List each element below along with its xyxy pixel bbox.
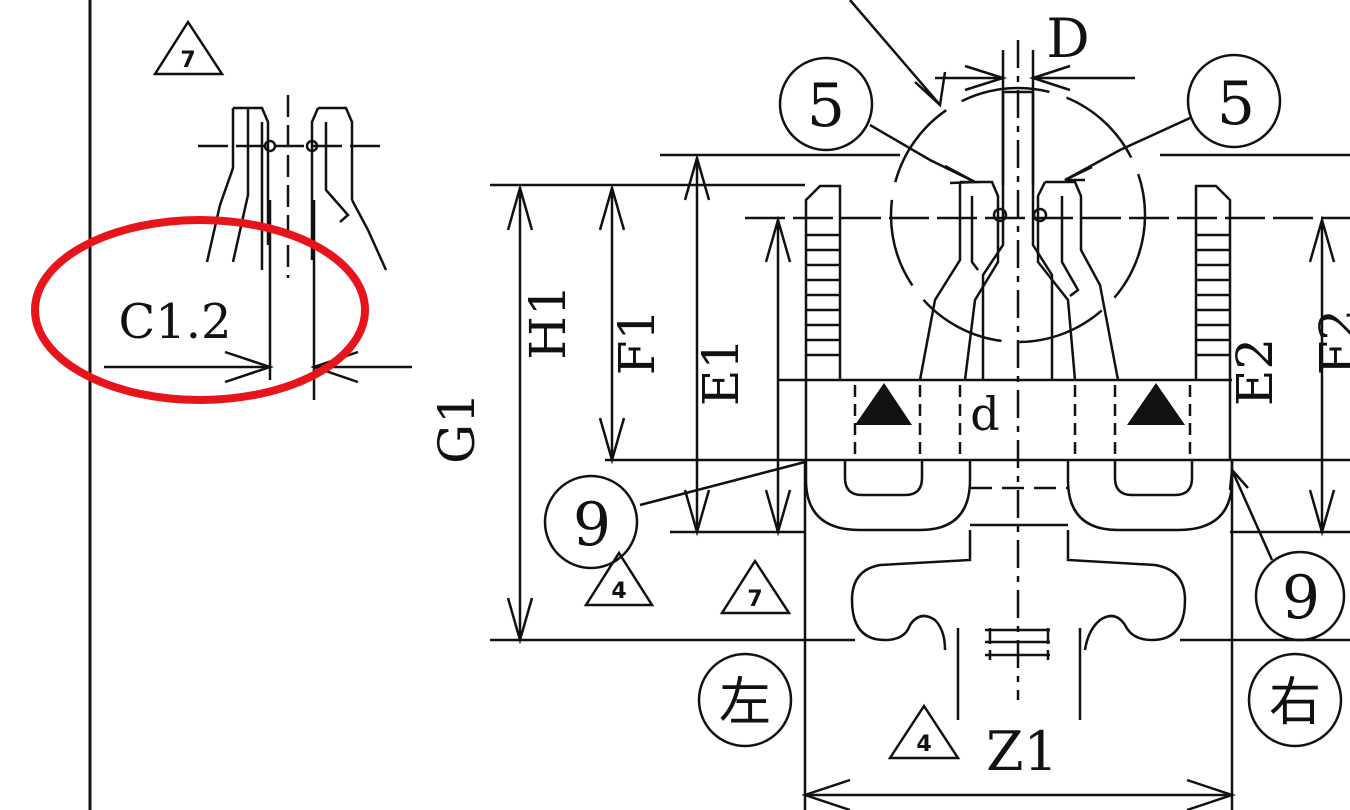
balloon-9-left (543, 474, 639, 570)
revision-triangle-7-b (719, 558, 792, 615)
filled-triangle-right (1127, 383, 1185, 425)
balloon-5-left-text: 5 (807, 71, 845, 141)
side-marker-right-circle (1247, 652, 1343, 748)
balloon-5-left (778, 56, 874, 152)
revision-number-4-a: 4 (611, 579, 626, 604)
dim-label-F1: F1 (608, 309, 666, 376)
dim-label-F2: F2 (1309, 309, 1350, 376)
hatch-left (806, 233, 840, 357)
revision-number-7: 7 (180, 48, 195, 73)
dim-label-C12: C1.2 (118, 294, 231, 350)
side-marker-left: 左 (719, 673, 771, 733)
hatch-right (1196, 233, 1230, 357)
revision-number-4-b: 4 (916, 732, 931, 757)
dim-label-d: d (970, 387, 999, 441)
revision-triangle-4-b (887, 703, 961, 760)
dim-label-D: D (1046, 7, 1089, 70)
side-marker-left-circle (697, 652, 793, 748)
dim-label-Z1: Z1 (986, 720, 1058, 783)
revision-triangle-4-a (583, 550, 655, 607)
dim-label-E2: E2 (1226, 338, 1284, 406)
side-marker-right: 右 (1269, 673, 1321, 733)
filled-triangle-left (855, 383, 912, 425)
balloon-9-right (1254, 550, 1346, 642)
balloon-9-left-text: 9 (573, 490, 611, 560)
dim-label-H1: H1 (519, 284, 577, 359)
dim-label-E1: E1 (692, 338, 750, 406)
main-view (490, 0, 1350, 810)
balloon-5-right (1186, 53, 1282, 149)
highlight-ellipse (31, 216, 369, 404)
balloon-5-right-text: 5 (1217, 69, 1255, 139)
balloon-9-right-text: 9 (1282, 563, 1320, 633)
revision-number-7-b: 7 (747, 587, 762, 612)
dim-label-G1: G1 (428, 392, 486, 464)
revision-triangle-7 (152, 19, 225, 76)
detail-view-left (104, 19, 412, 400)
